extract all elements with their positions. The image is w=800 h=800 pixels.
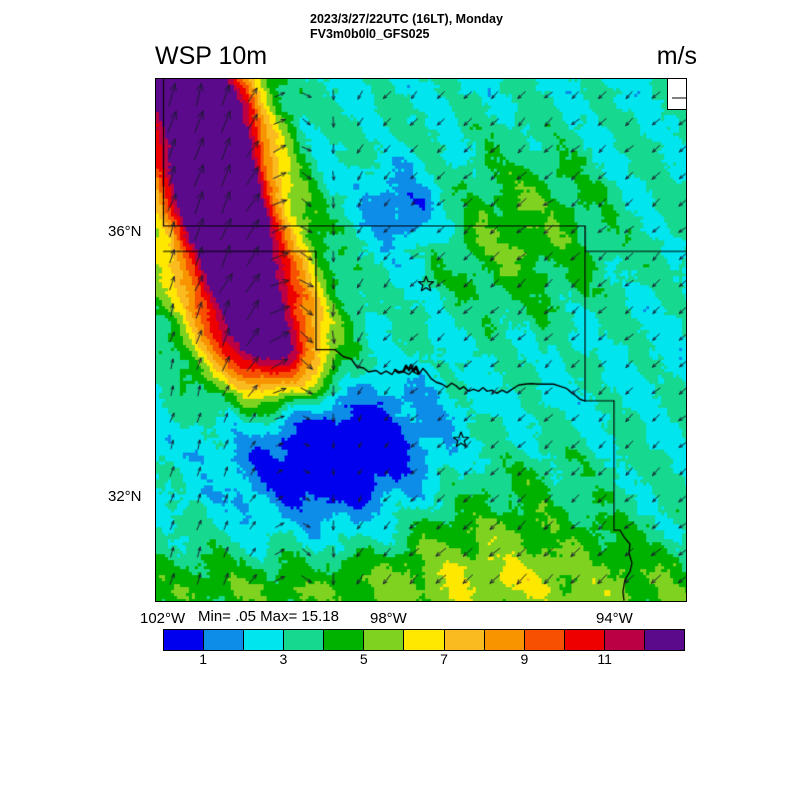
minmax-statistics-label: Min= .05 Max= 15.18	[198, 608, 339, 625]
map-plot-area[interactable]: 8	[155, 78, 687, 602]
right-arrow-icon	[672, 97, 686, 99]
lat-label-36n: 36°N	[108, 223, 142, 240]
colorbar-cell	[404, 630, 445, 650]
colorbar-cell	[164, 630, 205, 650]
colorbar-tick: 5	[359, 651, 368, 667]
colorbar-tick: 7	[440, 651, 448, 667]
colorbar-cells	[163, 629, 685, 651]
colorbar	[163, 629, 685, 651]
colorbar-tick: 1	[199, 651, 208, 667]
colorbar-tick-labels: 1 3 5 7 9 11	[163, 651, 685, 671]
field-label: WSP 10m	[155, 42, 268, 70]
colorbar-cell	[204, 630, 245, 650]
lat-label-32n: 32°N	[108, 488, 142, 505]
datetime-title: 2023/3/27/22UTC (16LT), Monday	[310, 12, 503, 26]
vector-key-box: 8	[667, 79, 686, 110]
colorbar-tick: 3	[279, 651, 288, 667]
colorbar-cell	[644, 630, 685, 650]
units-label: m/s	[656, 42, 697, 70]
wind-speed-field-canvas	[156, 79, 686, 601]
chart-title-block: 2023/3/27/22UTC (16LT), Monday FV3m0b0l0…	[310, 12, 503, 42]
vector-key-value: 8	[668, 79, 686, 89]
colorbar-cell	[524, 630, 565, 650]
colorbar-cell	[284, 630, 325, 650]
colorbar-cell	[604, 630, 645, 650]
colorbar-cell	[484, 630, 525, 650]
colorbar-cell	[364, 630, 405, 650]
lon-label-94w: 94°W	[596, 610, 633, 627]
lon-label-98w: 98°W	[370, 610, 407, 627]
colorbar-cell	[564, 630, 605, 650]
model-title: FV3m0b0l0_GFS025	[310, 27, 430, 41]
colorbar-tick: 11	[597, 651, 612, 667]
colorbar-cell	[444, 630, 485, 650]
colorbar-cell	[324, 630, 365, 650]
colorbar-cell	[244, 630, 285, 650]
colorbar-tick: 9	[520, 651, 529, 667]
lon-label-102w: 102°W	[140, 610, 186, 627]
